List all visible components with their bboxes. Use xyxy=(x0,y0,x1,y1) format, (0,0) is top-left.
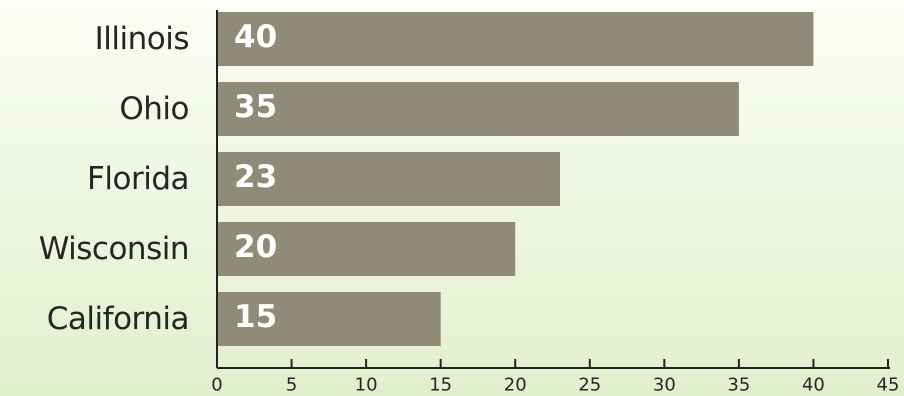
x-tick-label-40: 40 xyxy=(802,375,825,396)
category-label-california: California xyxy=(47,301,189,337)
x-tick-label-35: 35 xyxy=(727,375,750,396)
bars-group xyxy=(217,12,813,346)
data-label-illinois: 40 xyxy=(234,19,277,55)
data-label-florida: 23 xyxy=(234,159,277,195)
x-tick-label-20: 20 xyxy=(504,375,527,396)
x-ticks-group: 0 5 10 15 20 25 30 35 40 45 xyxy=(211,359,899,396)
x-tick-label-10: 10 xyxy=(355,375,378,396)
x-tick-label-30: 30 xyxy=(653,375,676,396)
x-tick-label-15: 15 xyxy=(429,375,452,396)
category-labels-group: Illinois Ohio Florida Wisconsin California xyxy=(39,21,189,337)
bar-illinois xyxy=(217,12,813,66)
data-label-wisconsin: 20 xyxy=(234,229,277,265)
bar-ohio xyxy=(217,82,739,136)
category-label-florida: Florida xyxy=(87,161,189,197)
data-label-ohio: 35 xyxy=(234,89,277,125)
x-tick-label-45: 45 xyxy=(877,375,900,396)
category-label-ohio: Ohio xyxy=(119,91,189,127)
x-tick-label-5: 5 xyxy=(286,375,297,396)
category-label-illinois: Illinois xyxy=(95,21,189,57)
category-label-wisconsin: Wisconsin xyxy=(39,231,189,267)
x-tick-label-0: 0 xyxy=(211,375,222,396)
x-tick-label-25: 25 xyxy=(578,375,601,396)
data-label-california: 15 xyxy=(234,299,277,335)
data-labels-group: 40 35 23 20 15 xyxy=(234,19,277,335)
